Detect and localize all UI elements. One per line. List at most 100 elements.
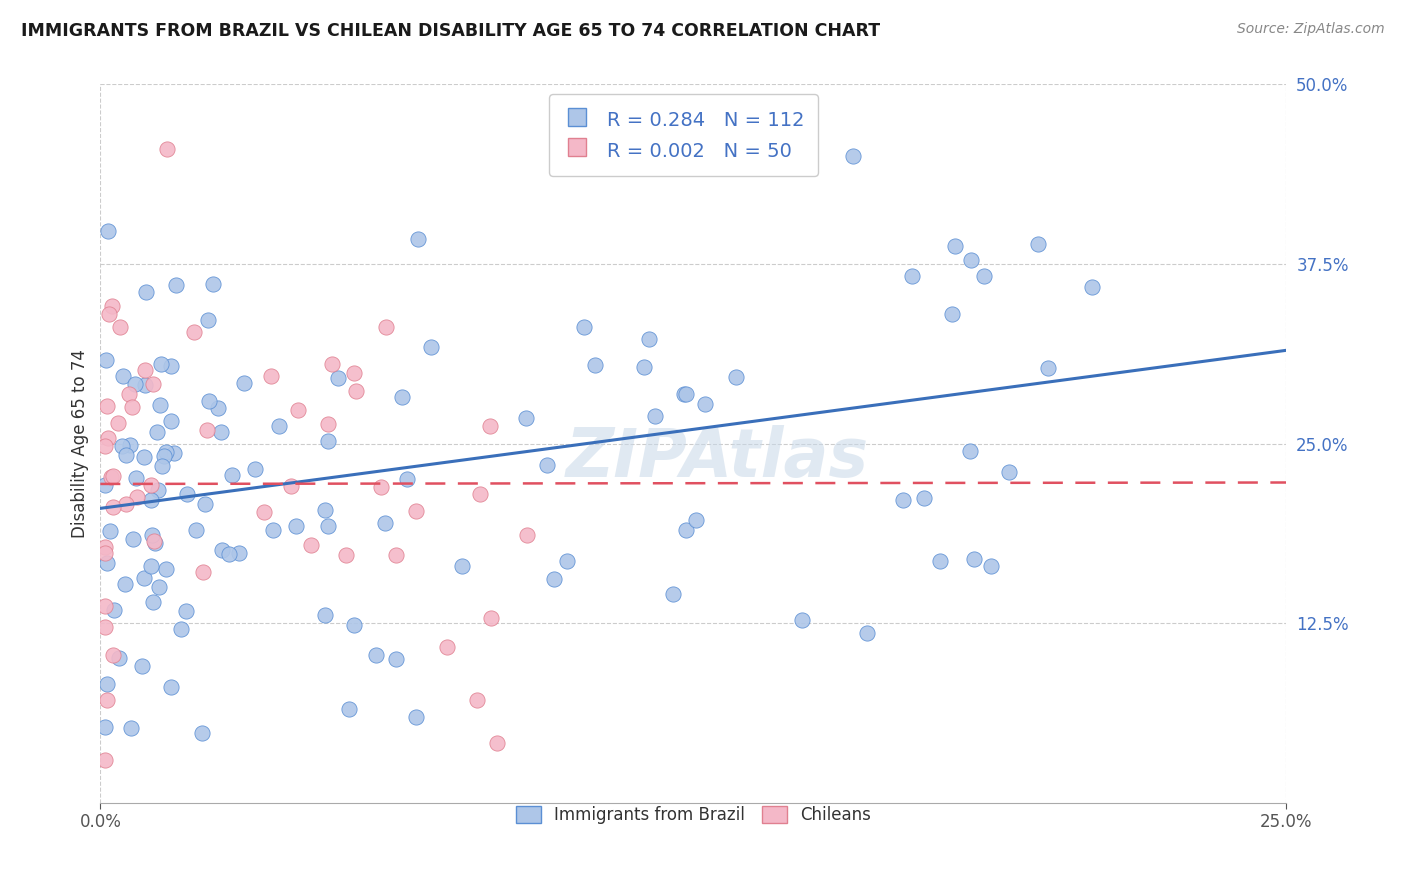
Point	[94, 546, 117, 560]
Point	[94, 478, 117, 492]
Point	[163, 446, 186, 460]
Point	[170, 622, 193, 636]
Point	[943, 238, 966, 252]
Point	[165, 277, 187, 292]
Point	[108, 650, 131, 665]
Point	[672, 387, 695, 401]
Point	[135, 285, 157, 300]
Point	[97, 431, 120, 445]
Point	[94, 540, 117, 554]
Point	[148, 581, 170, 595]
Point	[928, 554, 950, 568]
Point	[139, 478, 162, 492]
Point	[211, 542, 233, 557]
Point	[374, 516, 396, 530]
Point	[184, 523, 207, 537]
Point	[375, 320, 398, 334]
Point	[191, 726, 214, 740]
Point	[633, 360, 655, 375]
Point	[420, 340, 443, 354]
Point	[120, 721, 142, 735]
Point	[221, 467, 243, 482]
Point	[98, 524, 121, 538]
Point	[321, 358, 343, 372]
Point	[101, 648, 124, 662]
Point	[114, 448, 136, 462]
Point	[436, 640, 458, 655]
Point	[314, 503, 336, 517]
Point	[693, 397, 716, 411]
Point	[959, 253, 981, 268]
Point	[101, 469, 124, 483]
Point	[159, 680, 181, 694]
Point	[98, 307, 121, 321]
Point	[160, 359, 183, 373]
Point	[364, 648, 387, 662]
Legend: Immigrants from Brazil, Chileans: Immigrants from Brazil, Chileans	[506, 796, 882, 834]
Point	[124, 376, 146, 391]
Point	[391, 390, 413, 404]
Point	[96, 399, 118, 413]
Point	[141, 492, 163, 507]
Point	[149, 398, 172, 412]
Point	[96, 676, 118, 690]
Point	[97, 224, 120, 238]
Point	[572, 320, 595, 334]
Point	[941, 307, 963, 321]
Point	[316, 518, 339, 533]
Point	[153, 449, 176, 463]
Point	[114, 497, 136, 511]
Point	[143, 536, 166, 550]
Point	[143, 534, 166, 549]
Point	[516, 528, 538, 542]
Point	[543, 572, 565, 586]
Point	[479, 418, 502, 433]
Point	[299, 538, 322, 552]
Point	[344, 384, 367, 398]
Point	[287, 402, 309, 417]
Point	[174, 603, 197, 617]
Point	[207, 401, 229, 415]
Point	[228, 547, 250, 561]
Point	[335, 549, 357, 563]
Point	[451, 558, 474, 573]
Point	[107, 416, 129, 430]
Point	[118, 438, 141, 452]
Point	[131, 659, 153, 673]
Point	[973, 268, 995, 283]
Point	[243, 461, 266, 475]
Point	[515, 411, 537, 425]
Point	[127, 490, 149, 504]
Point	[963, 552, 986, 566]
Point	[94, 353, 117, 368]
Point	[94, 439, 117, 453]
Point	[194, 497, 217, 511]
Y-axis label: Disability Age 65 to 74: Disability Age 65 to 74	[72, 350, 89, 538]
Point	[94, 720, 117, 734]
Point	[638, 332, 661, 346]
Point	[262, 523, 284, 537]
Point	[675, 386, 697, 401]
Text: ZIPAtlas: ZIPAtlas	[565, 425, 869, 491]
Point	[156, 142, 179, 156]
Point	[96, 692, 118, 706]
Point	[465, 692, 488, 706]
Point	[197, 312, 219, 326]
Point	[146, 483, 169, 497]
Point	[280, 479, 302, 493]
Point	[233, 376, 256, 390]
Point	[316, 417, 339, 431]
Point	[125, 471, 148, 485]
Point	[980, 558, 1002, 573]
Point	[114, 577, 136, 591]
Point	[370, 480, 392, 494]
Point	[314, 608, 336, 623]
Point	[111, 439, 134, 453]
Point	[155, 444, 177, 458]
Point	[583, 358, 606, 372]
Point	[141, 528, 163, 542]
Point	[479, 611, 502, 625]
Point	[96, 557, 118, 571]
Point	[644, 409, 666, 424]
Point	[253, 505, 276, 519]
